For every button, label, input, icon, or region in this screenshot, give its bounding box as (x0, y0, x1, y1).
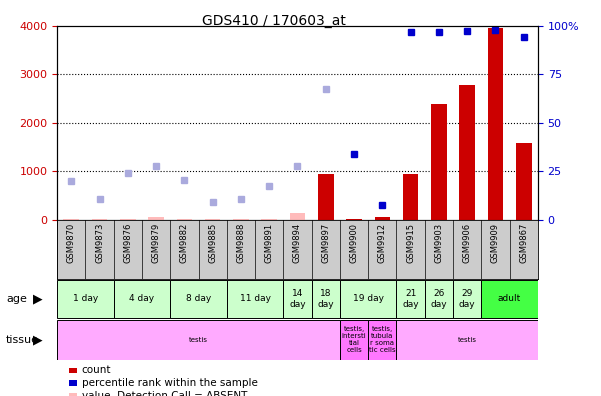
Bar (318, 174, 334, 220)
Text: 18
day: 18 day (317, 289, 334, 308)
Text: 11 day: 11 day (240, 295, 270, 303)
Text: adult: adult (498, 295, 521, 303)
Text: 29
day: 29 day (459, 289, 475, 308)
Text: GSM9900: GSM9900 (350, 223, 359, 263)
Bar (92, 219, 108, 220)
Text: GSM9870: GSM9870 (67, 223, 76, 263)
Text: GSM9876: GSM9876 (123, 223, 132, 263)
Bar (487, 28, 503, 220)
Bar (340, 280, 397, 318)
Bar (227, 280, 283, 318)
Text: tissue: tissue (6, 335, 39, 345)
Bar (283, 280, 312, 318)
Bar (64, 219, 79, 220)
Bar (431, 104, 447, 220)
Text: 19 day: 19 day (353, 295, 383, 303)
Bar (114, 280, 170, 318)
Bar (425, 280, 453, 318)
Text: percentile rank within the sample: percentile rank within the sample (82, 378, 258, 388)
Bar (459, 85, 475, 220)
Bar (148, 217, 164, 220)
Bar (57, 320, 340, 360)
Text: GSM9891: GSM9891 (264, 223, 273, 263)
Text: testis: testis (189, 337, 208, 343)
Bar (170, 280, 227, 318)
Bar (290, 213, 305, 220)
Text: GSM9903: GSM9903 (435, 223, 444, 263)
Text: GSM9873: GSM9873 (95, 223, 104, 263)
Text: GSM9897: GSM9897 (322, 223, 331, 263)
Text: ▶: ▶ (33, 333, 43, 346)
Text: GSM9867: GSM9867 (519, 223, 528, 263)
Text: testis: testis (458, 337, 477, 343)
Text: 8 day: 8 day (186, 295, 211, 303)
Text: 26
day: 26 day (430, 289, 447, 308)
Text: 1 day: 1 day (73, 295, 98, 303)
Bar (453, 280, 481, 318)
Text: value, Detection Call = ABSENT: value, Detection Call = ABSENT (82, 390, 247, 396)
Text: GSM9912: GSM9912 (378, 223, 387, 263)
Text: GSM9915: GSM9915 (406, 223, 415, 263)
Bar (120, 219, 136, 220)
Bar (177, 219, 192, 220)
Text: GDS410 / 170603_at: GDS410 / 170603_at (201, 14, 346, 28)
Text: testis,
intersti
tial
cells: testis, intersti tial cells (342, 326, 367, 353)
Bar (368, 320, 397, 360)
Text: 4 day: 4 day (129, 295, 154, 303)
Bar (346, 219, 362, 220)
Text: GSM9906: GSM9906 (463, 223, 472, 263)
Bar (205, 219, 221, 220)
Text: GSM9894: GSM9894 (293, 223, 302, 263)
Bar (261, 219, 277, 220)
Text: age: age (6, 294, 27, 304)
Text: ▶: ▶ (33, 293, 43, 305)
Text: GSM9882: GSM9882 (180, 223, 189, 263)
Text: 14
day: 14 day (289, 289, 306, 308)
Text: GSM9888: GSM9888 (236, 223, 245, 263)
Bar (397, 280, 425, 318)
Text: 21
day: 21 day (402, 289, 419, 308)
Bar (516, 143, 531, 220)
Bar (374, 217, 390, 220)
Bar (340, 320, 368, 360)
Text: GSM9879: GSM9879 (151, 223, 160, 263)
Text: GSM9885: GSM9885 (208, 223, 217, 263)
Text: GSM9909: GSM9909 (491, 223, 500, 263)
Bar (481, 280, 538, 318)
Bar (312, 280, 340, 318)
Bar (403, 174, 418, 220)
Bar (233, 219, 249, 220)
Bar (57, 280, 114, 318)
Bar (397, 320, 538, 360)
Text: testis,
tubula
r soma
tic cells: testis, tubula r soma tic cells (369, 326, 395, 353)
Text: count: count (82, 365, 111, 375)
